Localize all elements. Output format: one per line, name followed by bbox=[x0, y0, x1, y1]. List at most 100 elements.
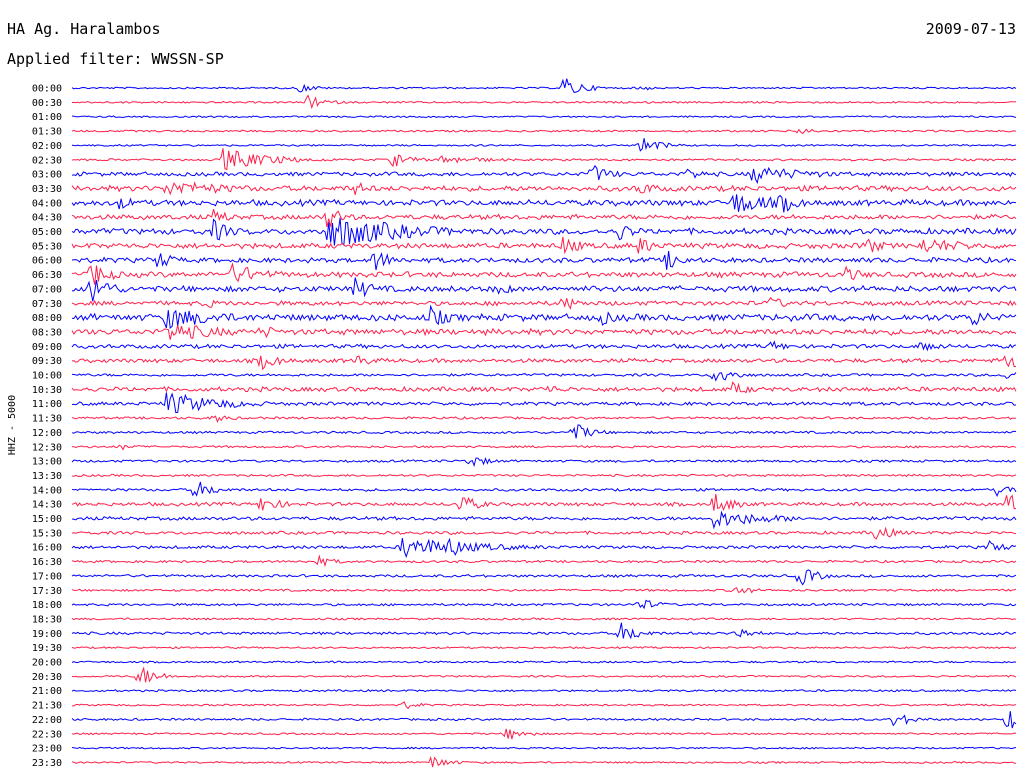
time-tick-label: 17:00 bbox=[32, 571, 62, 582]
trace-line bbox=[71, 666, 1017, 683]
time-tick-label: 08:30 bbox=[32, 327, 62, 338]
time-tick-label: 07:00 bbox=[32, 284, 62, 295]
time-tick-label: 12:30 bbox=[32, 442, 62, 453]
trace-line bbox=[71, 493, 1017, 512]
trace-line bbox=[71, 250, 1017, 271]
trace-line bbox=[71, 537, 1017, 559]
trace-line bbox=[71, 617, 1017, 621]
time-tick-label: 14:30 bbox=[32, 500, 62, 511]
trace-line bbox=[71, 569, 1017, 586]
trace-line bbox=[71, 554, 1017, 568]
time-tick-label: 00:30 bbox=[32, 98, 62, 109]
trace-line bbox=[71, 304, 1017, 329]
trace-line bbox=[71, 164, 1017, 185]
trace-line bbox=[71, 622, 1017, 640]
time-tick-label: 19:00 bbox=[32, 629, 62, 640]
trace-line bbox=[71, 381, 1017, 394]
time-tick-label: 08:00 bbox=[32, 313, 62, 324]
trace-line bbox=[71, 78, 1017, 93]
trace-line bbox=[71, 481, 1017, 498]
time-tick-label: 14:00 bbox=[32, 485, 62, 496]
trace-line bbox=[72, 115, 1017, 119]
time-tick-label: 10:30 bbox=[32, 385, 62, 396]
trace-line bbox=[71, 355, 1017, 371]
trace-line bbox=[71, 194, 1017, 213]
time-tick-label: 23:00 bbox=[32, 744, 62, 755]
trace-line bbox=[71, 181, 1017, 196]
time-tick-label: 02:00 bbox=[32, 141, 62, 152]
time-tick-label: 20:00 bbox=[32, 658, 62, 669]
trace-line bbox=[71, 755, 1017, 768]
plot-date: 2009-07-13 bbox=[925, 20, 1016, 38]
time-tick-label: 02:30 bbox=[32, 155, 62, 166]
time-tick-label: 05:00 bbox=[32, 227, 62, 238]
time-tick-label: 22:30 bbox=[32, 729, 62, 740]
time-tick-label: 18:00 bbox=[32, 600, 62, 611]
trace-line bbox=[71, 424, 1017, 439]
time-tick-label: 17:30 bbox=[32, 586, 62, 597]
time-tick-label: 10:00 bbox=[32, 371, 62, 382]
trace-line bbox=[71, 325, 1017, 340]
trace-line bbox=[71, 148, 1017, 171]
trace-line bbox=[71, 138, 1017, 152]
trace-line bbox=[71, 217, 1017, 246]
time-tick-label: 07:30 bbox=[32, 299, 62, 310]
time-tick-label: 00:00 bbox=[32, 84, 62, 95]
time-tick-label: 04:30 bbox=[32, 213, 62, 224]
channel-label: HHZ - 5000 bbox=[7, 395, 18, 455]
trace-line bbox=[71, 701, 1017, 710]
time-tick-label: 13:00 bbox=[32, 457, 62, 468]
time-tick-label: 04:00 bbox=[32, 198, 62, 209]
trace-line bbox=[71, 371, 1017, 382]
trace-line bbox=[71, 94, 1017, 110]
trace-line bbox=[71, 277, 1017, 302]
trace-line bbox=[71, 599, 1017, 610]
time-tick-label: 20:30 bbox=[32, 672, 62, 683]
trace-line bbox=[71, 728, 1017, 740]
time-tick-label: 21:30 bbox=[32, 701, 62, 712]
filter-label: Applied filter: WWSSN-SP bbox=[7, 50, 224, 68]
time-tick-label: 16:00 bbox=[32, 543, 62, 554]
trace-line bbox=[71, 587, 1017, 594]
time-tick-label: 19:30 bbox=[32, 643, 62, 654]
time-tick-label: 05:30 bbox=[32, 241, 62, 252]
trace-line bbox=[71, 415, 1017, 424]
time-tick-label: 11:00 bbox=[32, 399, 62, 410]
time-tick-label: 23:30 bbox=[32, 758, 62, 769]
trace-line bbox=[71, 208, 1017, 228]
station-title: HA Ag. Haralambos bbox=[7, 20, 161, 38]
time-tick-label: 06:30 bbox=[32, 270, 62, 281]
time-tick-label: 11:30 bbox=[32, 414, 62, 425]
trace-line bbox=[71, 526, 1017, 540]
trace-line bbox=[71, 510, 1017, 530]
trace-line bbox=[71, 689, 1017, 693]
time-tick-label: 01:00 bbox=[32, 112, 62, 123]
trace-line bbox=[71, 473, 1017, 478]
trace-line bbox=[71, 128, 1017, 135]
time-tick-label: 09:00 bbox=[32, 342, 62, 353]
time-tick-label: 13:30 bbox=[32, 471, 62, 482]
time-tick-label: 16:30 bbox=[32, 557, 62, 568]
trace-line bbox=[71, 296, 1017, 310]
trace-line bbox=[71, 660, 1017, 664]
time-tick-label: 18:30 bbox=[32, 614, 62, 625]
time-tick-label: 12:00 bbox=[32, 428, 62, 439]
time-tick-label: 15:00 bbox=[32, 514, 62, 525]
trace-line bbox=[71, 646, 1017, 650]
trace-line bbox=[71, 457, 1017, 468]
trace-line bbox=[71, 262, 1017, 285]
time-tick-label: 03:30 bbox=[32, 184, 62, 195]
trace-line bbox=[71, 711, 1017, 729]
trace-line bbox=[71, 444, 1017, 451]
trace-line bbox=[71, 340, 1017, 352]
trace-line bbox=[71, 392, 1017, 414]
time-tick-label: 22:00 bbox=[32, 715, 62, 726]
time-tick-label: 03:00 bbox=[32, 170, 62, 181]
time-tick-label: 09:30 bbox=[32, 356, 62, 367]
time-tick-label: 01:30 bbox=[32, 127, 62, 138]
time-tick-label: 21:00 bbox=[32, 686, 62, 697]
trace-line bbox=[71, 236, 1017, 255]
trace-line bbox=[71, 746, 1017, 750]
time-tick-label: 15:30 bbox=[32, 528, 62, 539]
